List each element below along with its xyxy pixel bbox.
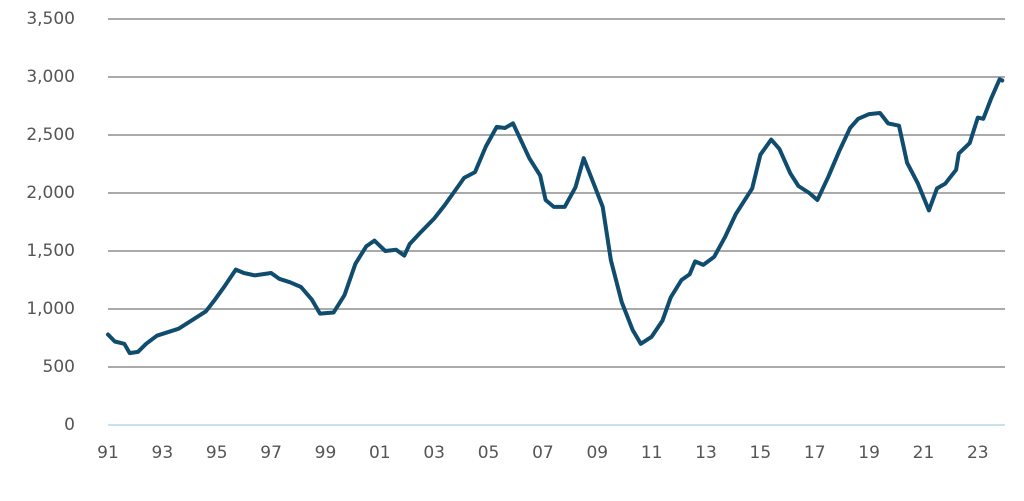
x-tick-label: 11 bbox=[641, 443, 663, 463]
y-tick-label: 2,500 bbox=[26, 125, 75, 145]
x-tick-label: 99 bbox=[315, 443, 337, 463]
x-tick-label: 97 bbox=[260, 443, 282, 463]
x-tick-label: 17 bbox=[804, 443, 826, 463]
y-tick-label: 0 bbox=[64, 415, 75, 435]
x-tick-label: 07 bbox=[532, 443, 554, 463]
x-tick-label: 03 bbox=[423, 443, 445, 463]
y-tick-label: 3,000 bbox=[26, 67, 75, 87]
y-tick-label: 3,500 bbox=[26, 9, 75, 29]
y-tick-label: 1,500 bbox=[26, 241, 75, 261]
data-line bbox=[106, 77, 1005, 356]
x-tick-label: 13 bbox=[695, 443, 717, 463]
y-tick-label: 500 bbox=[43, 357, 75, 377]
x-tick-label: 01 bbox=[369, 443, 391, 463]
x-tick-label: 91 bbox=[97, 443, 119, 463]
x-tick-label: 05 bbox=[478, 443, 500, 463]
x-tick-label: 23 bbox=[967, 443, 989, 463]
y-tick-label: 2,000 bbox=[26, 183, 75, 203]
x-tick-label: 21 bbox=[913, 443, 935, 463]
x-tick-label: 95 bbox=[206, 443, 228, 463]
x-tick-label: 19 bbox=[858, 443, 880, 463]
y-tick-label: 1,000 bbox=[26, 299, 75, 319]
x-tick-label: 09 bbox=[586, 443, 608, 463]
x-tick-label: 15 bbox=[750, 443, 772, 463]
x-tick-label: 93 bbox=[152, 443, 174, 463]
